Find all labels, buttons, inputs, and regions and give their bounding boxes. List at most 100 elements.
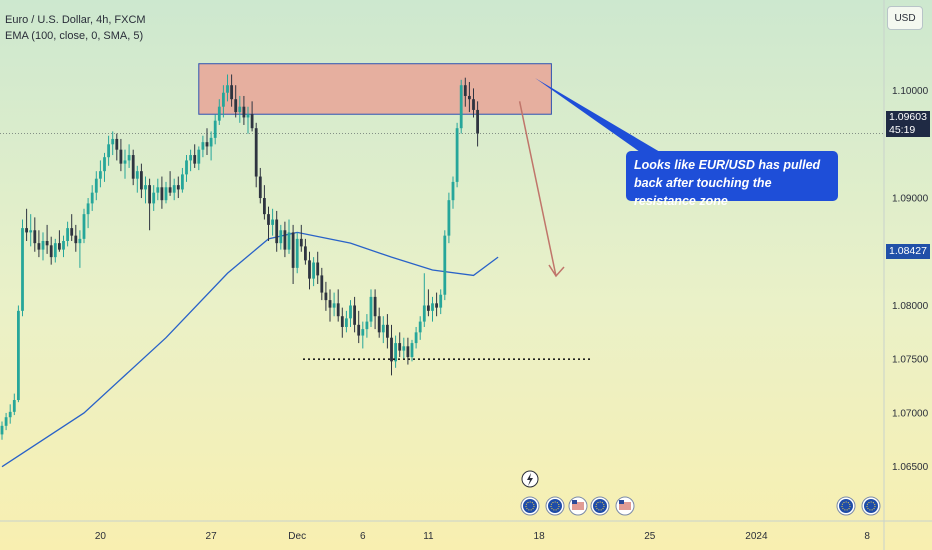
candle [70,214,74,242]
candle [447,192,451,244]
flag-stars [550,501,560,511]
y-tick-label: 1.07500 [892,355,929,366]
x-tick-label: 25 [644,531,656,542]
candle [369,289,373,327]
candle-body [386,324,389,338]
y-tick-label: 1.06500 [892,462,929,473]
eu-flag-icon[interactable] [590,496,610,516]
candle-body [258,176,262,199]
candle [90,185,94,211]
candle-body [226,85,229,93]
us-flag-icon[interactable] [568,496,588,516]
eu-flag-icon[interactable] [520,496,540,516]
annotation-callout[interactable]: Looks like EUR/USD has pulled back after… [626,151,838,208]
projection-arrow-head [548,264,565,278]
candle [8,404,12,424]
candle [271,208,274,236]
candle [135,165,139,193]
candle [131,149,135,186]
candle [242,95,246,125]
candle-body [217,106,221,121]
candle [431,296,434,322]
candle [193,144,197,168]
candle [189,149,192,172]
candle-body [332,303,336,308]
candle-body [160,187,164,201]
candle [340,307,344,338]
candle-body [49,245,53,258]
currency-button[interactable]: USD [887,6,923,30]
candle [58,230,61,252]
candle [103,152,106,182]
projection-arrow [518,101,557,277]
candle [168,171,172,196]
candle [119,138,123,172]
candle-body [189,155,192,161]
candle [312,257,315,287]
symbol-title[interactable]: Euro / U.S. Dollar, 4h, FXCM [5,14,146,26]
candle [160,176,164,209]
candle [308,251,311,290]
candle-body [58,243,61,250]
x-tick-label: 8 [864,531,870,542]
indicator-title[interactable]: EMA (100, close, 0, SMA, 5) [5,30,144,42]
candle-body [320,275,324,293]
candle [320,267,324,301]
candle-body [21,228,24,311]
callout-pointer [535,78,660,152]
x-tick-label: 11 [423,531,434,542]
candle [390,324,393,376]
candle-body [152,192,156,204]
candle [246,106,250,134]
candle [127,144,131,168]
candle-body [472,99,475,110]
flag-face [548,499,562,513]
resistance-zone[interactable] [198,63,552,115]
candle-body [246,114,250,118]
candle-body [156,187,160,193]
candle [123,149,127,179]
candle [213,114,217,145]
us-flag-icon[interactable] [615,496,635,516]
candle-body [324,292,328,301]
candle [455,122,459,188]
candle-body [283,230,287,250]
candle [254,122,258,188]
candle-body [455,128,459,182]
flag-face [523,499,537,513]
y-tick-label: 1.08000 [892,301,929,312]
candle [332,292,336,317]
candle-body [12,400,16,412]
candle-body [29,230,33,233]
candle-body [37,243,41,250]
candle-body [181,174,184,190]
candle-body [414,332,418,344]
ema-price-tag: 1.08427 [886,244,930,259]
eu-flag-icon[interactable] [861,496,881,516]
candle [21,219,24,317]
eu-flag-icon[interactable] [545,496,565,516]
candle-body [176,185,180,190]
chart-legend: Euro / U.S. Dollar, 4h, FXCM EMA (100, c… [5,12,146,44]
candle [33,217,37,252]
candle [258,167,262,204]
candle-body [476,109,479,134]
lightning-event-icon[interactable] [521,470,539,488]
candle-body [107,144,110,158]
candle-body [275,219,279,244]
candle [197,146,201,171]
candle-body [144,185,147,190]
y-tick-label: 1.07000 [892,408,929,419]
candle-body [131,155,135,179]
candle-body [328,300,332,308]
candle-body [103,157,106,172]
candle-body [86,203,90,215]
candle [324,281,328,311]
x-tick-label: 20 [95,531,107,542]
eu-flag-icon[interactable] [836,496,856,516]
candle-body [115,138,119,150]
candle [357,310,361,344]
candle [373,289,377,330]
candle-body [213,120,217,138]
